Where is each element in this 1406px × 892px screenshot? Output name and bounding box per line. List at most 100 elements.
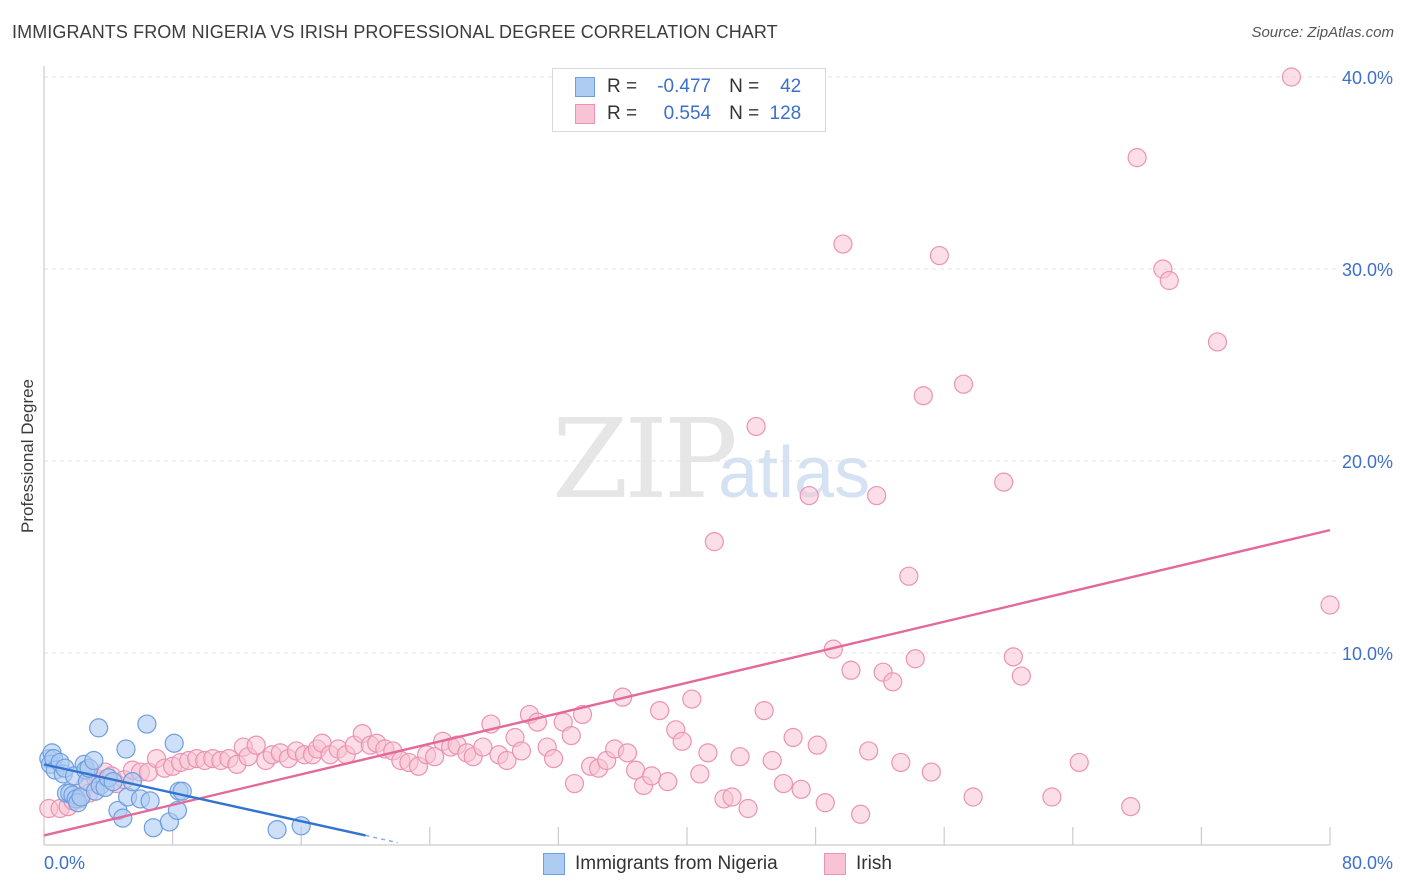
irish-point	[859, 741, 879, 761]
bottom-legend-label-nigeria: Immigrants from Nigeria	[575, 853, 778, 874]
source-label: Source: ZipAtlas.com	[1251, 24, 1394, 41]
irish-point	[883, 672, 903, 692]
irish-point	[994, 472, 1014, 492]
nigeria-point	[84, 750, 104, 771]
nigeria-trend-extension	[365, 834, 398, 844]
irish-point	[730, 747, 750, 767]
legend-r-value: -0.477	[657, 76, 712, 97]
irish-point	[738, 798, 758, 819]
nigeria-trend-line	[43, 763, 366, 837]
y-tick-label: 10.0%	[1342, 644, 1393, 664]
irish-point	[1121, 796, 1141, 817]
bottom-legend-swatch-nigeria	[543, 853, 565, 875]
irish-point	[746, 416, 766, 437]
irish-point	[690, 764, 710, 784]
irish-point	[246, 735, 266, 755]
irish-point	[799, 485, 819, 506]
irish-point	[783, 727, 803, 748]
irish-point	[867, 485, 887, 506]
nigeria-point	[172, 781, 192, 801]
irish-point	[425, 747, 445, 767]
irish-point	[722, 787, 742, 807]
irish-points	[39, 67, 1340, 824]
legend-swatch-nigeria	[575, 77, 595, 97]
watermark-zip: ZIP	[552, 395, 738, 523]
irish-point	[511, 741, 532, 761]
nigeria-point	[164, 733, 184, 753]
irish-point	[891, 752, 911, 773]
legend-row-nigeria: R = -0.477 N = 42	[575, 75, 801, 99]
irish-point	[754, 700, 774, 721]
irish-point	[851, 804, 871, 824]
watermark-atlas: atlas	[718, 433, 871, 513]
nigeria-point	[89, 718, 109, 738]
irish-point	[1320, 595, 1340, 615]
nigeria-point	[143, 818, 163, 838]
chart-title: IMMIGRANTS FROM NIGERIA VS IRISH PROFESS…	[12, 22, 778, 42]
irish-point	[543, 748, 564, 769]
nigeria-point	[116, 739, 136, 759]
legend-r-label: R =	[607, 76, 638, 97]
irish-point	[1281, 67, 1302, 87]
nigeria-point	[140, 791, 160, 811]
tick-labels: 10.0% 20.0% 30.0% 40.0% 0.0% 80.0%	[44, 68, 1393, 873]
irish-point	[642, 766, 662, 786]
irish-point	[905, 649, 925, 669]
bottom-legend-label-irish: Irish	[856, 853, 892, 874]
irish-point	[963, 787, 983, 807]
irish-point	[807, 735, 827, 755]
irish-point	[682, 689, 702, 709]
irish-point	[658, 772, 678, 792]
x-tick-label-max: 80.0%	[1342, 853, 1393, 873]
irish-point	[1159, 270, 1179, 291]
irish-point	[913, 386, 933, 406]
legend-n-label: N =	[729, 76, 760, 97]
irish-point	[1003, 647, 1023, 667]
bottom-legend-nigeria: Immigrants from Nigeria	[543, 852, 778, 876]
irish-point	[791, 779, 811, 799]
irish-trend-line	[43, 528, 1331, 837]
irish-point	[1207, 332, 1228, 352]
legend-r-value: 0.554	[663, 103, 712, 124]
irish-point	[929, 245, 949, 266]
legend-row-irish: R = 0.554 N = 128	[575, 102, 801, 126]
irish-point	[672, 731, 692, 751]
nigeria-point	[137, 714, 157, 734]
irish-point	[473, 737, 493, 757]
irish-point	[572, 704, 593, 725]
bottom-legend-swatch-irish	[824, 853, 846, 875]
irish-point	[921, 762, 941, 782]
irish-point	[841, 660, 861, 680]
irish-point	[650, 700, 670, 721]
legend-r-label: R =	[607, 103, 638, 124]
irish-point	[1069, 752, 1089, 773]
y-tick-label: 30.0%	[1342, 260, 1393, 280]
irish-point	[704, 532, 724, 552]
irish-point	[497, 750, 517, 771]
irish-point	[1042, 787, 1062, 807]
legend-n-value: 128	[769, 103, 802, 124]
irish-point	[773, 773, 794, 794]
irish-point	[564, 773, 585, 794]
nigeria-points	[39, 714, 311, 840]
correlation-legend: R = -0.477 N = 42 R = 0.554 N = 128	[552, 68, 826, 132]
irish-point	[815, 793, 835, 813]
axes	[43, 66, 1331, 846]
x-tick-label-min: 0.0%	[44, 853, 85, 873]
irish-point	[617, 743, 638, 763]
irish-point	[953, 374, 974, 394]
trend-lines	[43, 528, 1331, 844]
legend-n-value: 42	[780, 76, 802, 97]
irish-point	[698, 743, 718, 763]
irish-point	[1011, 666, 1031, 686]
y-tick-label: 40.0%	[1342, 68, 1393, 88]
irish-point	[899, 566, 919, 586]
irish-point	[762, 750, 782, 771]
irish-point	[1127, 148, 1147, 168]
bottom-legend-irish: Irish	[824, 852, 892, 876]
legend-n-label: N =	[729, 103, 760, 124]
irish-point	[561, 725, 581, 746]
irish-point	[833, 234, 853, 254]
y-tick-label: 20.0%	[1342, 452, 1393, 472]
